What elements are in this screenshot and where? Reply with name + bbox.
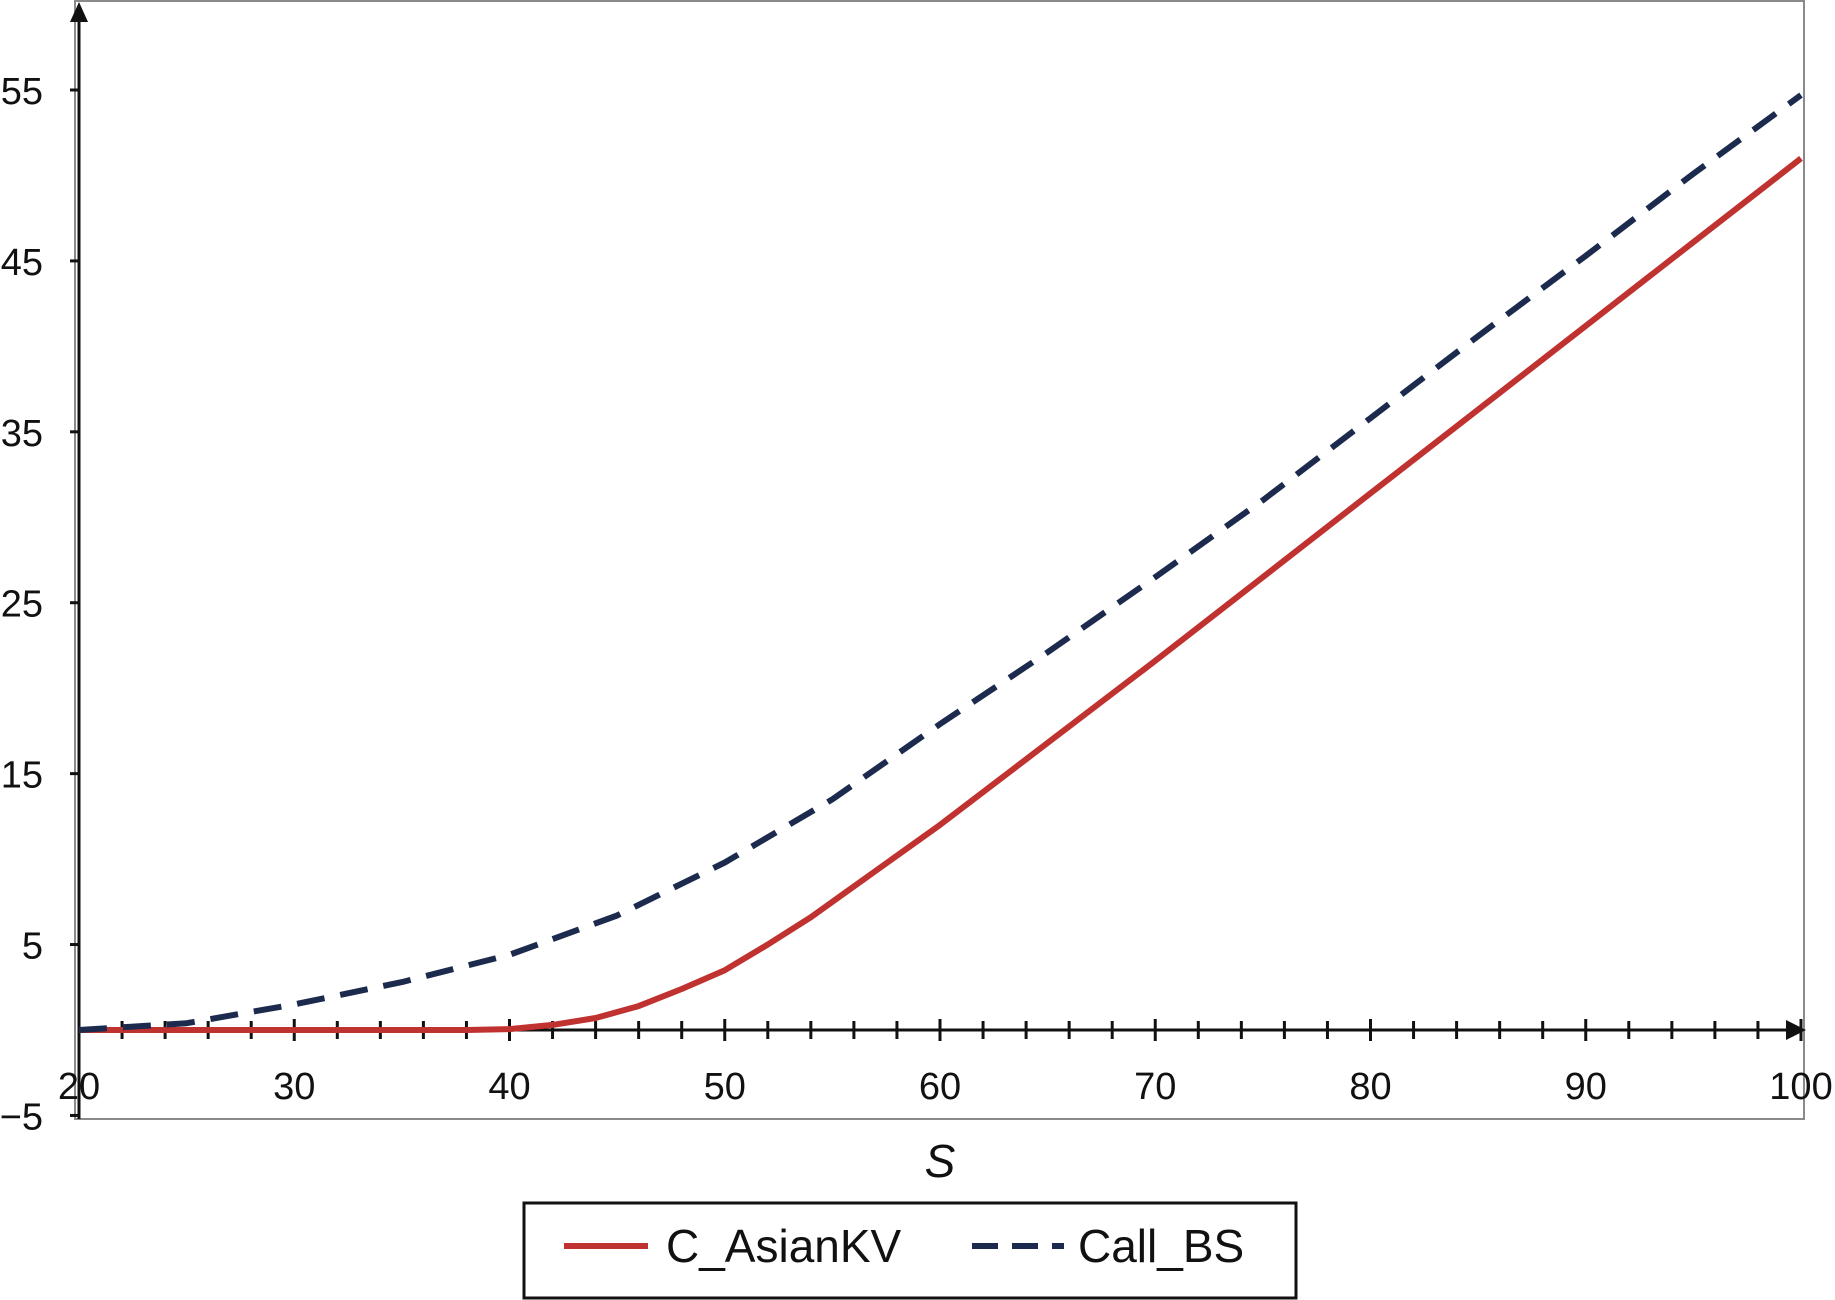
y-tick-label: −5 [0, 1096, 43, 1138]
legend-box [522, 1201, 1298, 1300]
x-tick-label: 70 [1134, 1066, 1176, 1108]
x-tick-label: 20 [58, 1066, 100, 1108]
y-tick-label: 45 [1, 242, 43, 284]
x-tick-label: 100 [1769, 1066, 1832, 1108]
x-axis-arrow [1786, 1020, 1806, 1040]
series-layer [78, 92, 1803, 1033]
legend-label-c-asiankv: C_AsianKV [666, 1220, 902, 1272]
x-tick-label: 50 [704, 1066, 746, 1108]
y-axis: 55 45 35 25 15 5 −5 [0, 2, 88, 1138]
legend: C_AsianKV Call_BS [522, 1201, 1298, 1300]
x-tick-label: 40 [488, 1066, 530, 1108]
y-axis-arrow [70, 2, 88, 22]
y-tick-label: 25 [1, 584, 43, 626]
series-line-call-bs [78, 92, 1803, 1033]
y-tick-label: 15 [1, 755, 43, 797]
x-tick-label: 60 [919, 1066, 961, 1108]
legend-label-call-bs: Call_BS [1078, 1220, 1244, 1272]
x-tick-label: 90 [1565, 1066, 1607, 1108]
y-tick-label: 55 [1, 71, 43, 113]
plot-frame [74, 0, 1805, 1120]
x-tick-label: 30 [273, 1066, 315, 1108]
x-axis-title: S [925, 1135, 956, 1187]
x-tick-label: 80 [1349, 1066, 1391, 1108]
y-tick-label: 35 [1, 413, 43, 455]
series-line-c-asiankv [79, 156, 1803, 1033]
y-tick-label: 5 [22, 926, 43, 968]
